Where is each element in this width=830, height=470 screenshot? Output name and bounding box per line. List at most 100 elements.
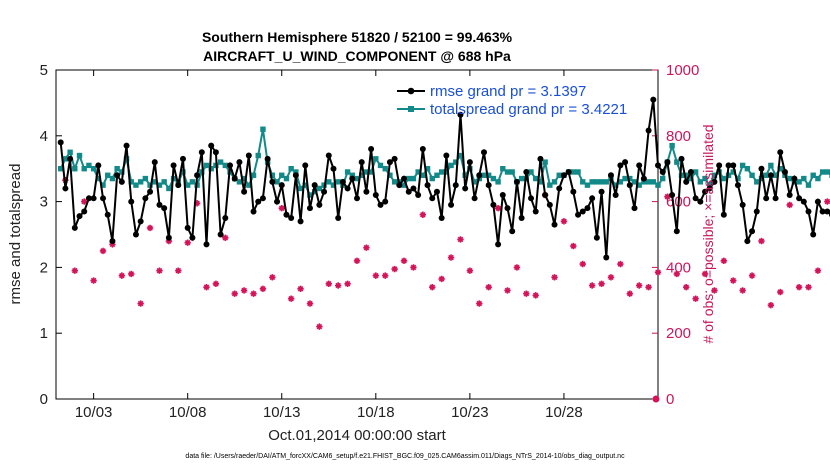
rmse-point	[495, 241, 502, 248]
obs-count-point	[523, 290, 530, 297]
rmse-point	[245, 152, 252, 159]
rmse-point	[311, 182, 318, 189]
rmse-point	[424, 182, 431, 189]
rmse-point	[227, 162, 234, 169]
obs-count-point	[485, 283, 492, 291]
x-axis-label: Oct.01,2014 00:00:00 start	[268, 427, 446, 444]
totalspread-point	[754, 179, 760, 185]
rmse-point	[321, 188, 328, 195]
rmse-point	[222, 215, 229, 222]
totalspread-point	[692, 169, 699, 175]
rmse-point	[749, 228, 756, 235]
totalspread-point	[815, 175, 821, 182]
rmse-point	[659, 168, 666, 175]
obs-count-point	[278, 204, 285, 212]
rmse-point	[622, 159, 629, 166]
totalspread-point	[711, 172, 718, 178]
rmse-point	[617, 162, 624, 169]
totalspread-point	[575, 169, 581, 175]
totalspread-point	[744, 166, 751, 172]
totalspread-point	[387, 172, 393, 178]
totalspread-point	[810, 172, 816, 178]
rmse-point	[349, 175, 356, 182]
rmse-point	[259, 195, 266, 202]
rmse-point	[739, 201, 746, 208]
rmse-point	[175, 182, 182, 189]
rmse-point	[179, 155, 186, 162]
obs-count-point	[777, 288, 784, 296]
totalspread-point	[674, 159, 680, 165]
totalspread-point	[645, 179, 652, 185]
rmse-point	[640, 175, 647, 182]
rmse-point	[575, 211, 582, 218]
rmse-point	[626, 182, 633, 189]
rmse-point	[438, 215, 445, 222]
obs-count-point	[739, 287, 746, 294]
rmse-point	[490, 201, 497, 208]
y-tick-label: 4	[40, 128, 48, 145]
obs-count-point	[805, 283, 812, 291]
totalspread-point	[721, 175, 727, 182]
obs-count-point	[457, 236, 464, 243]
totalspread-point	[354, 175, 360, 182]
x-tick-label: 10/18	[357, 404, 395, 421]
obs-count-point	[146, 224, 154, 232]
rmse-point	[377, 201, 384, 208]
rmse-point	[824, 208, 830, 215]
y-tick-label: 2	[40, 259, 48, 276]
totalspread-point	[250, 172, 257, 178]
rmse-point	[194, 172, 201, 179]
totalspread-point	[434, 172, 440, 178]
totalspread-point	[241, 175, 247, 182]
obs-count-point	[617, 260, 624, 268]
rmse-point	[730, 162, 737, 169]
legend-rmse-label: rmse grand pr = 3.1397	[430, 83, 586, 100]
obs-count-point	[109, 241, 116, 248]
x-tick-label: 10/13	[263, 404, 301, 421]
totalspread-point	[415, 169, 421, 175]
obs-count-point	[551, 274, 558, 281]
totalspread-point	[758, 175, 765, 182]
totalspread-point	[707, 182, 713, 188]
rmse-point	[466, 159, 473, 166]
totalspread-point	[255, 152, 261, 159]
totalspread-point	[453, 159, 459, 165]
obs-count-point	[635, 282, 643, 289]
totalspread-point	[580, 179, 586, 185]
totalspread-point	[326, 179, 332, 185]
legend: rmse grand pr = 3.1397 totalspread grand…	[397, 83, 627, 118]
totalspread-point	[768, 162, 774, 169]
totalspread-point	[589, 179, 595, 185]
rmse-point	[57, 139, 64, 146]
totalspread-point	[481, 172, 487, 178]
totalspread-point	[203, 162, 210, 169]
rmse-point	[372, 192, 379, 199]
totalspread-point	[373, 156, 379, 162]
obs-count-point	[767, 302, 775, 309]
rmse-point	[702, 188, 709, 195]
totalspread-point	[504, 169, 511, 175]
rmse-point	[603, 254, 610, 261]
rmse-point	[786, 192, 793, 199]
rmse-point	[231, 175, 238, 182]
totalspread-point	[660, 175, 666, 182]
rmse-point	[165, 234, 172, 241]
obs-count-point	[419, 211, 427, 218]
rmse-point	[598, 188, 605, 195]
rmse-point	[170, 162, 177, 169]
totalspread-point	[617, 179, 624, 185]
obs-count-point	[175, 267, 182, 274]
totalspread-point	[551, 179, 558, 185]
rmse-point	[85, 195, 92, 202]
obs-count-point	[711, 287, 718, 294]
rmse-point	[669, 192, 676, 199]
totalspread-point	[678, 172, 685, 178]
totalspread-point	[368, 169, 374, 175]
obs-count-point	[598, 280, 605, 288]
totalspread-series	[58, 126, 830, 198]
obs-count-point	[363, 244, 370, 251]
rmse-point	[791, 175, 798, 182]
obs-count-point	[664, 193, 671, 200]
obs-count-point	[287, 295, 295, 302]
totalspread-point	[72, 166, 78, 172]
